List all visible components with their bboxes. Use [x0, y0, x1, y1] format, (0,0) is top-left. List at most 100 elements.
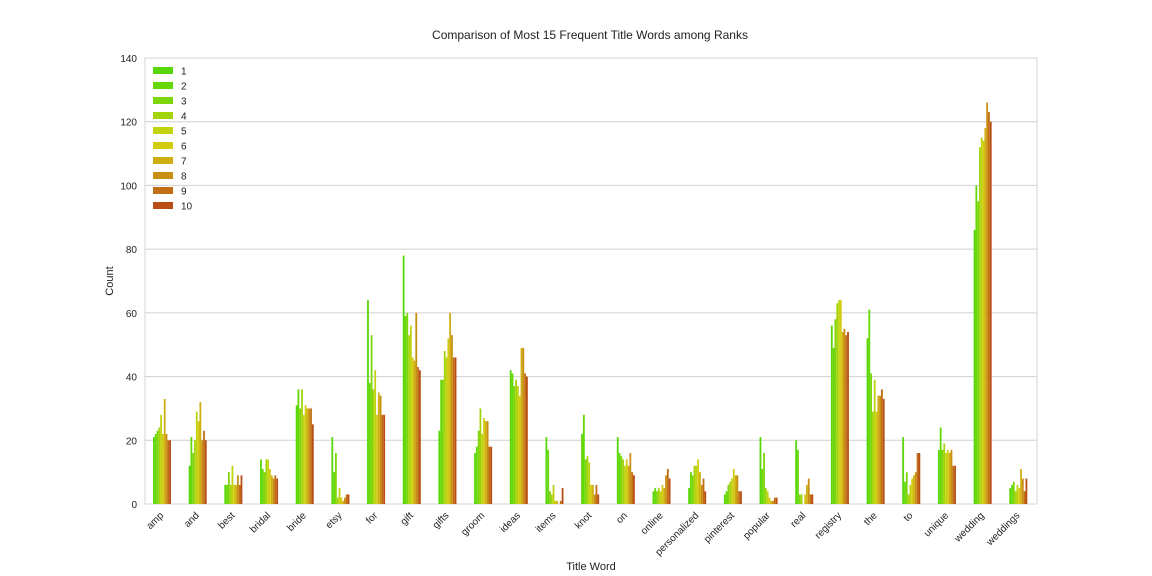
bar: [984, 128, 987, 505]
bar: [153, 437, 155, 504]
bar: [633, 475, 635, 504]
bar: [383, 414, 386, 504]
bar: [226, 484, 228, 504]
bar: [408, 335, 410, 504]
bar: [404, 316, 407, 504]
bar: [547, 449, 550, 504]
bar: [773, 497, 776, 504]
bar: [939, 427, 942, 504]
legend-swatch: [153, 202, 173, 209]
y-tick-label: 140: [120, 54, 137, 65]
legend-swatch: [153, 142, 173, 149]
bar: [411, 357, 414, 504]
bar: [723, 494, 726, 504]
bar: [973, 230, 976, 504]
bar: [582, 414, 585, 504]
bar: [379, 395, 382, 504]
bar: [156, 430, 159, 504]
bar: [451, 335, 453, 504]
bar: [372, 389, 375, 504]
bar: [449, 312, 452, 504]
bar: [877, 395, 880, 504]
bar: [452, 357, 455, 504]
bar: [768, 497, 771, 504]
bar: [517, 386, 519, 504]
bar: [556, 500, 559, 504]
bar: [447, 338, 450, 504]
bar: [581, 433, 583, 504]
bar: [559, 500, 562, 504]
bar: [904, 481, 906, 504]
bar: [734, 475, 737, 504]
bar: [806, 484, 808, 504]
bar: [267, 459, 270, 504]
bar: [475, 446, 478, 504]
legend-label: 2: [181, 82, 187, 93]
bar: [233, 484, 236, 504]
bar: [263, 472, 266, 504]
bar: [702, 478, 705, 504]
bar: [868, 309, 871, 504]
bar: [454, 357, 457, 504]
bar: [916, 453, 919, 504]
bar: [620, 456, 623, 504]
bar: [866, 338, 869, 504]
bar: [490, 446, 493, 504]
bar: [260, 459, 262, 504]
bar: [764, 488, 767, 504]
bar: [377, 392, 380, 504]
bar: [622, 459, 625, 504]
bar: [276, 478, 279, 504]
bar: [830, 325, 833, 504]
bar: [1025, 478, 1028, 504]
bar: [265, 459, 268, 504]
bar: [297, 389, 300, 504]
bar: [511, 373, 514, 504]
bar: [845, 335, 848, 504]
bar: [668, 478, 671, 504]
bars: [153, 102, 1028, 505]
bar: [370, 335, 373, 504]
bar: [918, 453, 921, 504]
bar: [299, 408, 302, 504]
bar: [875, 411, 878, 504]
legend-label: 6: [181, 142, 187, 153]
bar: [345, 494, 348, 504]
bar: [545, 437, 548, 504]
bar: [509, 370, 512, 504]
bar: [227, 472, 230, 504]
bar: [301, 389, 303, 504]
bar: [627, 465, 630, 504]
bar: [442, 379, 444, 504]
bar: [333, 472, 335, 504]
bar: [937, 449, 940, 504]
bar: [770, 500, 773, 504]
bar: [847, 331, 849, 504]
bar: [488, 446, 491, 504]
bar: [1018, 488, 1021, 504]
bar: [550, 494, 553, 504]
bar: [269, 468, 271, 504]
bar: [1012, 481, 1015, 504]
bar: [732, 468, 735, 504]
x-axis-label: Title Word: [566, 561, 616, 573]
bar: [342, 500, 344, 504]
bar: [224, 484, 227, 504]
bar: [197, 421, 200, 504]
bar: [190, 437, 193, 504]
bar: [549, 491, 551, 504]
legend-swatch: [153, 157, 173, 164]
bar: [406, 312, 409, 504]
bar: [274, 475, 277, 504]
bar: [988, 112, 990, 505]
bar: [948, 453, 951, 504]
bar: [616, 437, 619, 504]
bar: [524, 373, 526, 504]
bar: [306, 408, 309, 504]
bar: [418, 370, 421, 504]
bar: [631, 472, 634, 504]
legend-swatch: [153, 82, 173, 89]
bar: [907, 494, 910, 504]
bar: [659, 491, 662, 504]
